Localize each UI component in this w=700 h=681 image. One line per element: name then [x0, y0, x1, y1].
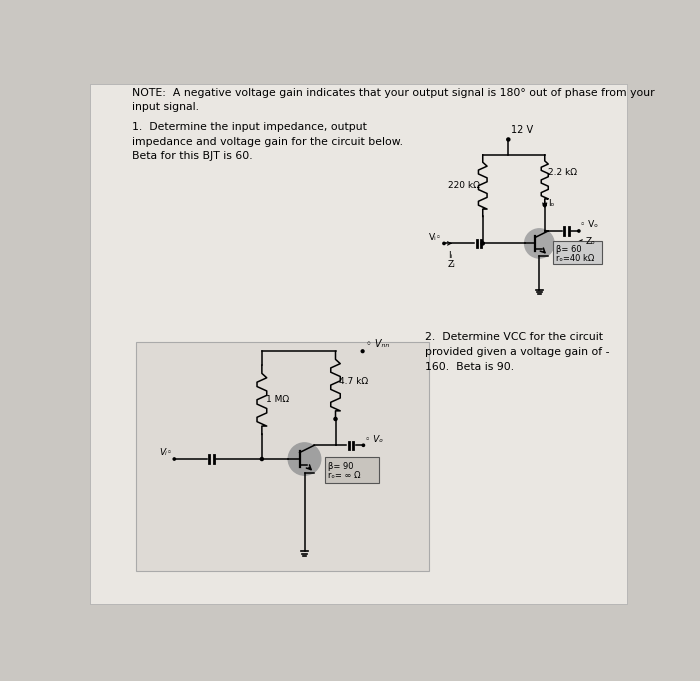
Text: 1 MΩ: 1 MΩ: [266, 395, 289, 405]
Circle shape: [578, 229, 580, 232]
Text: ◦ Vₒ: ◦ Vₒ: [365, 434, 383, 444]
Text: 12 V: 12 V: [512, 125, 533, 135]
Text: ◦ Vₒ: ◦ Vₒ: [580, 221, 598, 229]
Text: rₒ= ∞ Ω: rₒ= ∞ Ω: [328, 471, 360, 480]
Text: β= 60: β= 60: [556, 245, 581, 254]
Text: rₒ=40 kΩ: rₒ=40 kΩ: [556, 254, 594, 263]
Circle shape: [361, 350, 364, 353]
Text: Zₒ: Zₒ: [586, 237, 596, 247]
Text: NOTE:  A negative voltage gain indicates that your output signal is 180° out of : NOTE: A negative voltage gain indicates …: [132, 88, 655, 112]
Text: Zᵢ: Zᵢ: [448, 259, 456, 268]
Circle shape: [260, 458, 263, 460]
Bar: [136, 342, 428, 571]
Circle shape: [543, 204, 546, 206]
Text: 4.7 kΩ: 4.7 kΩ: [339, 377, 368, 386]
Text: Iₒ: Iₒ: [548, 199, 554, 208]
Text: 2.  Determine VCC for the circuit
provided given a voltage gain of -
160.  Beta : 2. Determine VCC for the circuit provide…: [425, 332, 609, 372]
Circle shape: [443, 242, 445, 244]
Text: Vᵢ◦: Vᵢ◦: [160, 449, 173, 458]
Circle shape: [524, 229, 554, 258]
Circle shape: [481, 242, 484, 245]
Text: 2.2 kΩ: 2.2 kΩ: [548, 168, 577, 177]
Circle shape: [362, 444, 365, 447]
Circle shape: [507, 138, 510, 141]
Circle shape: [334, 417, 337, 421]
Circle shape: [288, 443, 321, 475]
FancyBboxPatch shape: [325, 457, 379, 483]
Text: 220 kΩ: 220 kΩ: [448, 181, 480, 190]
Text: Vᵢ◦: Vᵢ◦: [428, 233, 442, 242]
FancyBboxPatch shape: [552, 241, 602, 264]
Text: 1.  Determine the input impedance, output
impedance and voltage gain for the cir: 1. Determine the input impedance, output…: [132, 122, 403, 161]
Circle shape: [173, 458, 176, 460]
Text: Iᵢ: Iᵢ: [448, 251, 452, 260]
Text: β= 90: β= 90: [328, 462, 354, 471]
Text: ◦ Vₙₙ: ◦ Vₙₙ: [365, 339, 389, 349]
